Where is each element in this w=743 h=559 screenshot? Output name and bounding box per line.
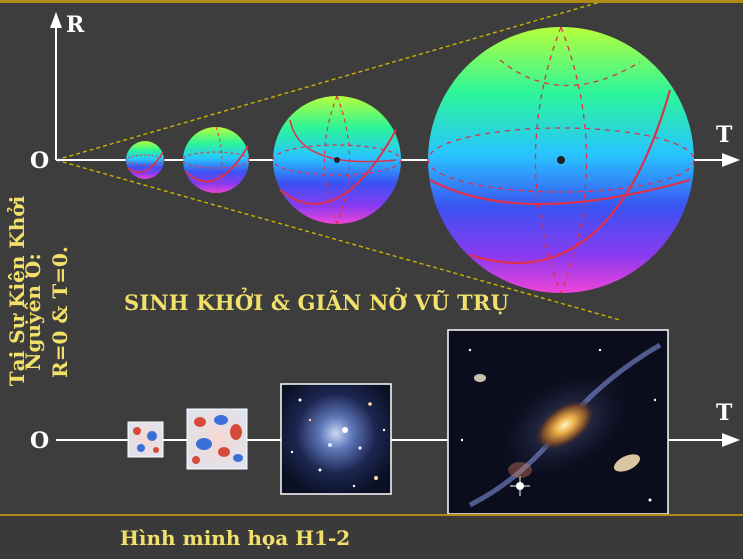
t-axis-top-label: T: [716, 122, 733, 148]
t-axis-top-arrow-icon: [722, 153, 740, 167]
origin-top-label: O: [30, 148, 50, 174]
side-text-line2: Nguyên O:: [21, 253, 45, 371]
top-border: [0, 0, 743, 3]
r-axis-arrow-icon: [50, 12, 62, 28]
sphere-3: [272, 95, 402, 225]
t-axis-bottom-arrow-icon: [722, 433, 740, 447]
sphere-2: [182, 126, 250, 194]
t-axis-bottom-label: T: [716, 400, 733, 426]
r-axis-label: R: [66, 12, 85, 38]
galaxy-merger-image: [447, 329, 669, 515]
figure-caption: Hình minh họa H1-2: [120, 526, 351, 550]
origin-bottom-label: O: [30, 428, 50, 454]
sphere-4: [427, 26, 695, 294]
side-text-line3: R=0 & T=0.: [48, 246, 72, 378]
cmb-small-image: [127, 421, 164, 458]
diagram-title: SINH KHỞI & GIÃN NỞ VŨ TRỤ: [124, 290, 509, 315]
cone-upper-line: [55, 1, 601, 161]
sphere-1: [125, 141, 165, 179]
galaxy-cluster-image: [280, 383, 392, 495]
caption-bar: [0, 514, 743, 559]
cmb-large-image: [186, 408, 248, 470]
